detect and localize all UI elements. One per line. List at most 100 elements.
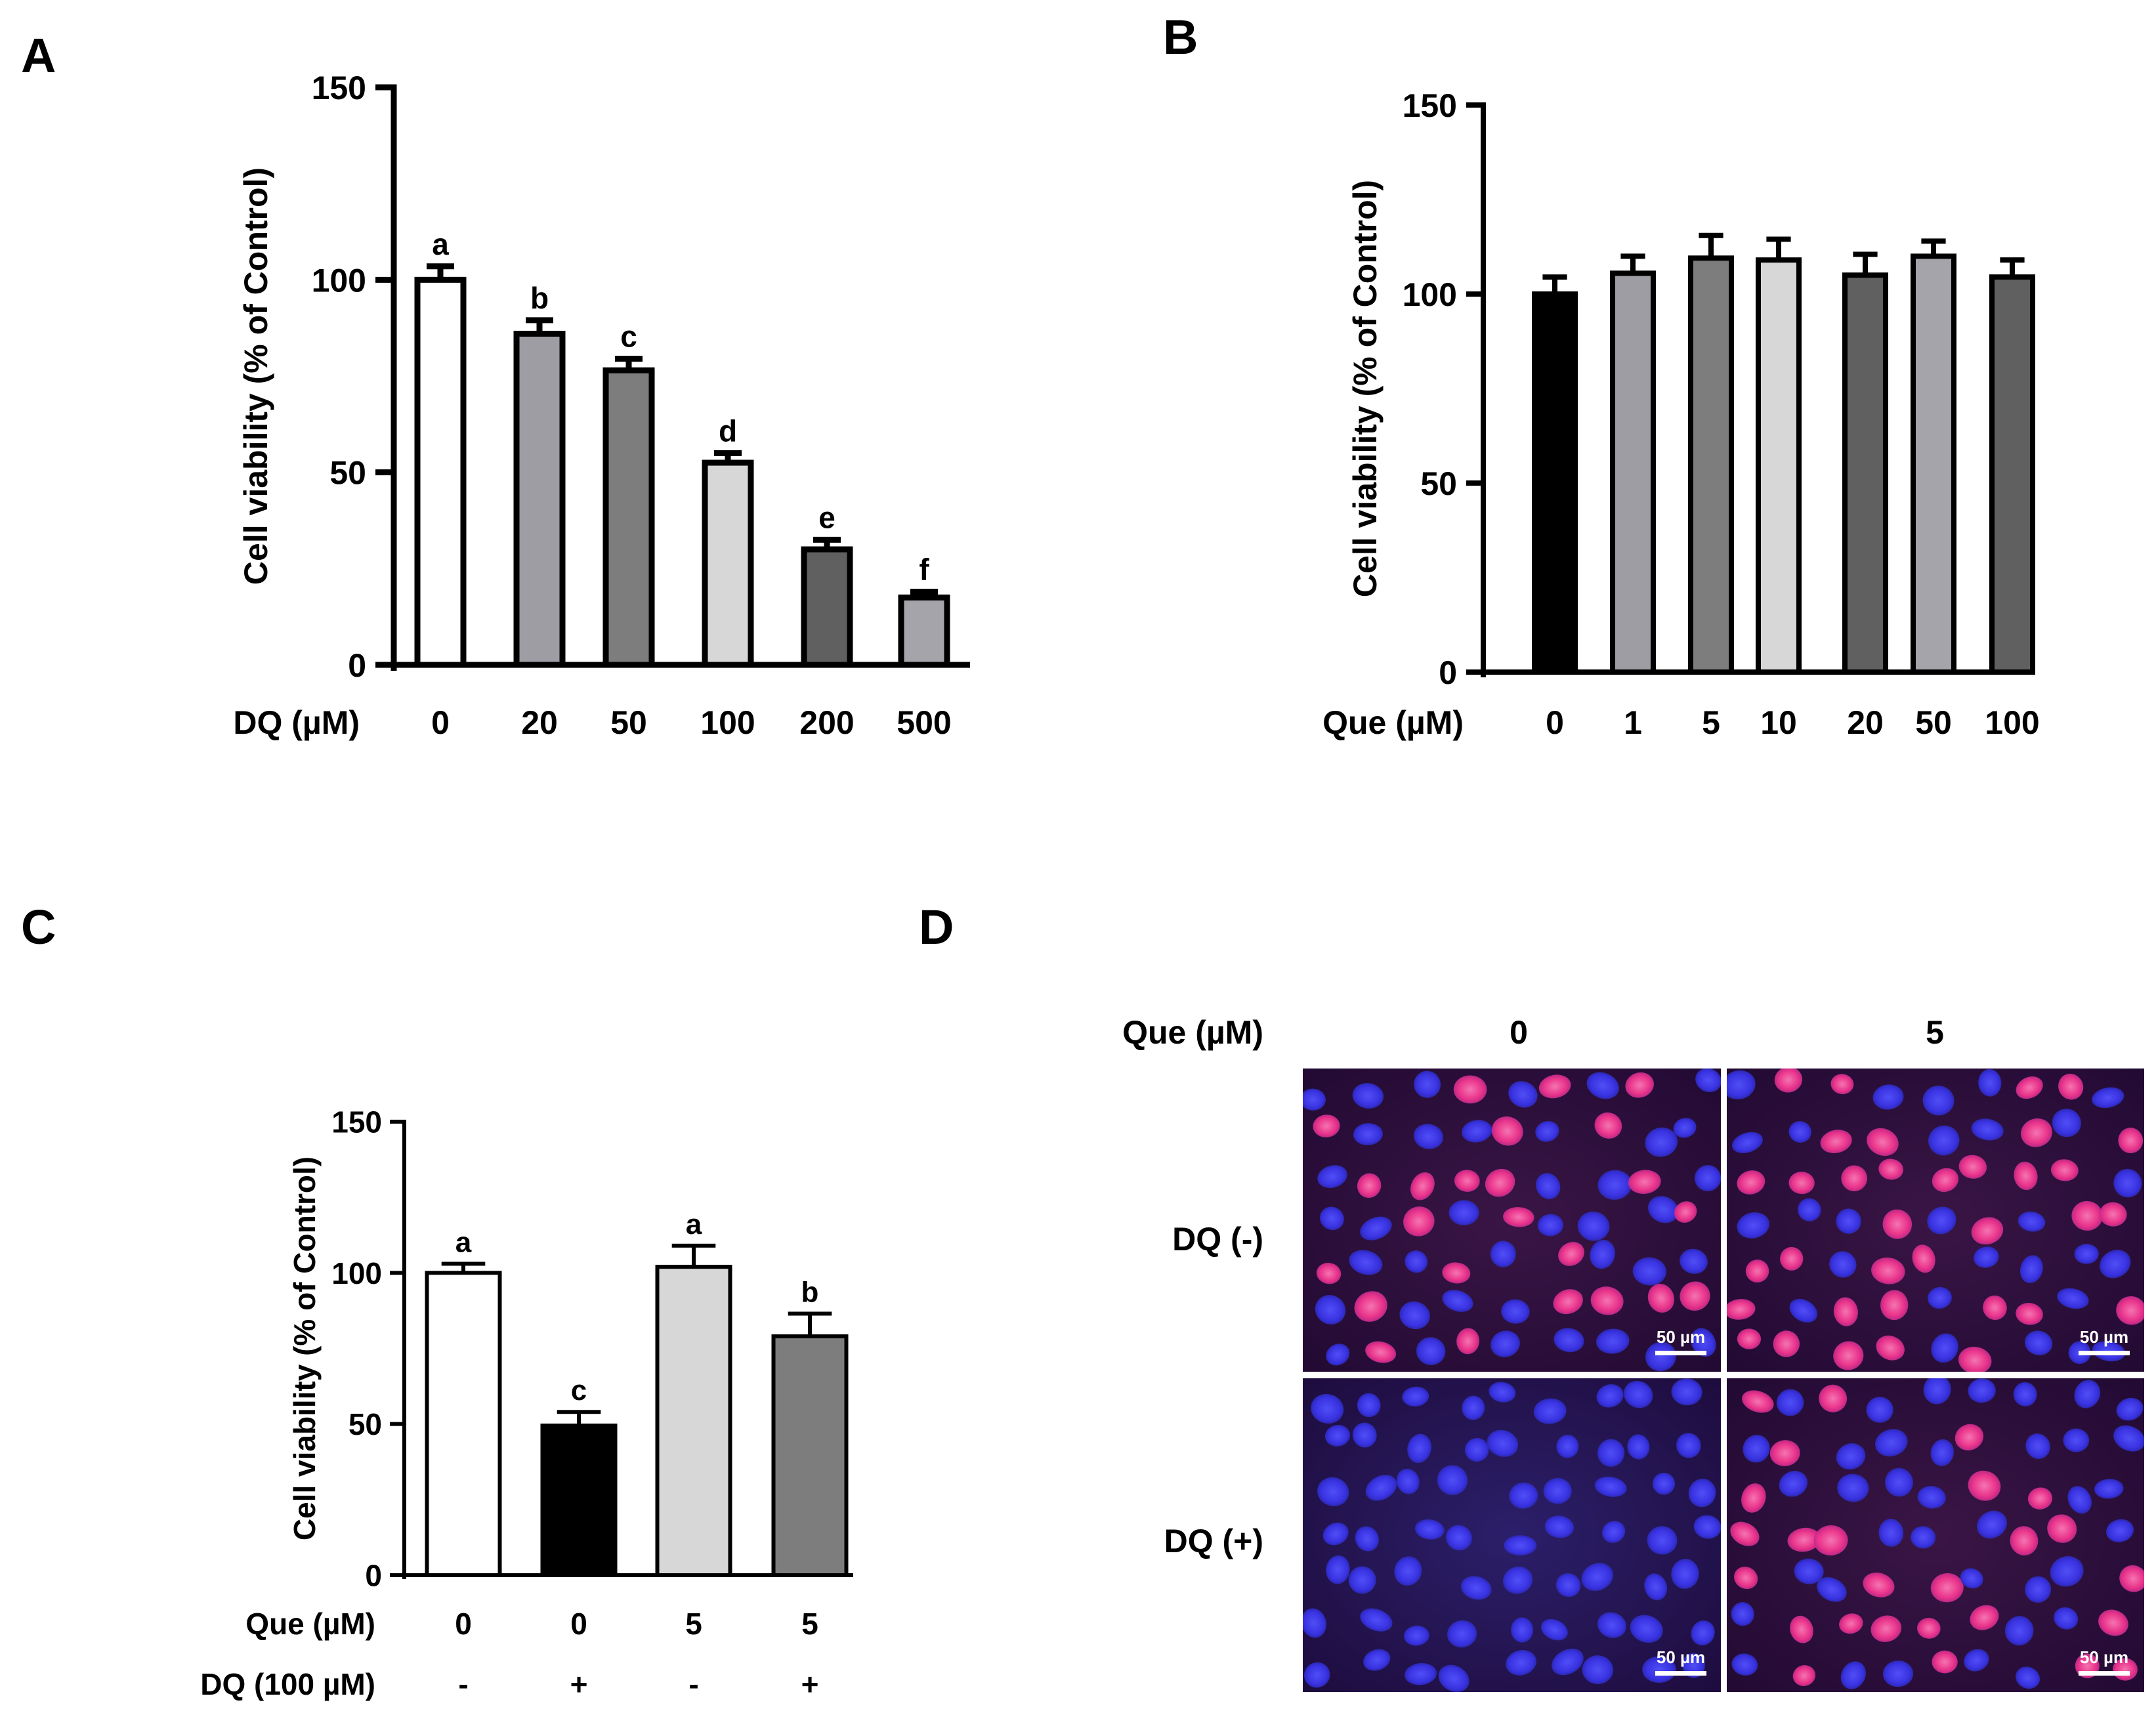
nucleus-pink [2010,1526,2039,1556]
nucleus-pink [1970,1605,1999,1630]
c-x-tick-label-3: 5 [801,1607,818,1641]
nucleus-blue [1357,1393,1381,1418]
scale-bar-label: 50 µm [1657,1647,1705,1667]
nucleus-pink [1867,1128,1899,1156]
nucleus-blue [1693,1515,1721,1539]
nucleus-blue [2025,1576,2052,1603]
nucleus-blue [1462,1395,1485,1420]
c-x-tick-label-row2-1: + [570,1667,588,1701]
a-x-tick-label-4: 200 [799,704,854,741]
nucleus-pink [2016,1076,2043,1099]
nucleus-blue [1556,1434,1579,1458]
b-bar-4 [1842,272,1888,675]
nucleus-blue [1581,1563,1613,1591]
b-bar-3 [1756,257,1802,675]
nucleus-blue [1326,1344,1350,1366]
nucleus-blue [1365,1475,1397,1501]
nucleus-blue [2113,1168,2142,1198]
nucleus-pink [1787,1527,1821,1552]
nucleus-blue [1971,1118,2004,1141]
a-bar-0 [414,276,467,668]
a-y-tick-label-0: 0 [348,647,366,684]
nucleus-blue [2074,1380,2101,1408]
nucleus-pink [1625,1072,1654,1098]
micrograph-dq-minus-que-5: 50 µm [1727,1069,2144,1372]
nucleus-pink [1730,1521,1760,1546]
c-significance-letter-0: a [455,1227,472,1259]
nucleus-blue [1878,1518,1904,1547]
panel-label-b: B [1163,10,1198,64]
b-y-axis-title: Cell viability (% of Control) [1347,180,1384,597]
nucleus-blue [2050,1556,2084,1587]
nucleus-blue [1922,1086,1955,1116]
nucleus-pink [1792,1665,1816,1687]
nucleus-blue [1511,1617,1534,1643]
b-x-tick-label-3: 10 [1760,704,1797,741]
nucleus-blue [1601,1521,1626,1543]
nucleus-blue [1836,1443,1866,1470]
nucleus-blue [2024,1330,2053,1355]
nucleus-pink [1553,1289,1583,1315]
nucleus-pink [1912,1244,1935,1273]
nucleus-pink [1316,1262,1342,1284]
b-x-tick-label-5: 50 [1915,704,1952,741]
nucleus-pink [1628,1170,1661,1195]
nucleus-blue [1315,1295,1346,1324]
nucleus-blue [1464,1437,1489,1462]
nucleus-blue [1352,1083,1384,1109]
nucleus-pink [2020,1118,2052,1147]
b-bar-1 [1610,270,1656,675]
nucleus-blue [1866,1397,1893,1423]
b-bar-6 [1989,274,2035,675]
panel-d-header-label: Que (µM) [1122,1014,1263,1051]
a-y-tick-label-2: 100 [312,262,366,299]
nucleus-pink [1833,1341,1864,1370]
nucleus-blue [1837,1473,1869,1502]
nucleus-pink [1590,1286,1624,1315]
nucleus-blue [1462,1120,1492,1143]
nucleus-pink [1456,1328,1480,1355]
nucleus-blue [1317,1165,1347,1189]
nucleus-pink [1774,1069,1803,1093]
nucleus-blue [1508,1081,1538,1108]
b-bar-5 [1911,253,1956,675]
nucleus-pink [1538,1074,1571,1099]
c-significance-letter-1: c [571,1374,587,1407]
nucleus-blue [1442,1290,1473,1312]
nucleus-blue [2113,1425,2144,1452]
nucleus-blue [1694,1165,1721,1191]
a-x-axis-title: DQ (µM) [233,704,360,741]
nucleus-pink [1882,1209,1913,1239]
nucleus-blue [1405,1662,1437,1685]
nucleus-pink [2047,1514,2077,1543]
c-significance-letter-2: a [686,1208,702,1240]
nucleus-blue [1597,1439,1625,1467]
b-y-tick-label-2: 100 [1403,276,1457,313]
nucleus-pink [2071,1200,2103,1231]
nucleus-pink [1354,1291,1387,1322]
nucleus-blue [1448,1200,1479,1225]
nucleus-blue [1445,1525,1472,1551]
c-y-tick-label-2: 100 [331,1256,382,1290]
c-y-tick-label-3: 150 [331,1105,382,1139]
nucleus-pink [1813,1525,1848,1556]
nucleus-pink [1558,1242,1584,1266]
nucleus-blue [1688,1478,1716,1508]
nucleus-blue [1597,1612,1626,1638]
b-x-tick-label-1: 1 [1624,704,1642,741]
nucleus-blue [2105,1519,2134,1542]
panel-label-a: A [21,28,56,83]
nucleus-pink [2014,1161,2038,1191]
nucleus-pink [1365,1341,1397,1363]
nucleus-pink [1958,1346,1992,1372]
nucleus-blue [1978,1069,2002,1097]
nucleus-blue [2013,1382,2037,1407]
nucleus-pink [1819,1384,1848,1412]
c-x-tick-label-row2-2: - [688,1667,698,1701]
a-significance-letter-3: d [719,413,737,448]
nucleus-blue [1743,1435,1770,1463]
chart-a: 0 50 100 150 Cell viability (% of Control) a 0… [233,70,970,741]
nucleus-pink [1790,1615,1813,1643]
nucleus-pink [1880,1290,1909,1321]
